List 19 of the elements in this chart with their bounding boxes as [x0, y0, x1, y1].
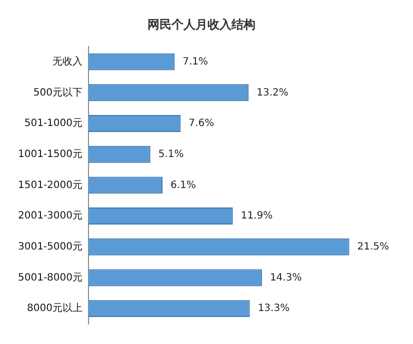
y-tick-label: 500元以下 — [33, 86, 83, 98]
data-label: 21.5% — [357, 241, 390, 252]
data-label: 13.2% — [256, 87, 288, 98]
y-tick-label: 1501-2000元 — [18, 180, 83, 191]
data-label: 7.1% — [182, 56, 208, 68]
data-label: 13.3% — [258, 303, 290, 314]
data-label: 14.3% — [270, 272, 302, 284]
data-label: 11.9% — [240, 210, 273, 222]
chart-title: 网民个人月收入结构 — [148, 17, 256, 32]
data-label: 7.6% — [188, 118, 214, 130]
y-tick-label: 501-1000元 — [24, 118, 83, 130]
y-tick-label: 5001-8000元 — [18, 272, 83, 284]
y-tick-label: 3001-5000元 — [18, 241, 83, 252]
data-label: 5.1% — [158, 148, 184, 160]
data-label: 6.1% — [170, 180, 196, 191]
y-tick-label: 2001-3000元 — [18, 210, 83, 222]
y-tick-label: 无收入 — [52, 55, 83, 68]
y-tick-label: 1001-1500元 — [18, 148, 83, 160]
y-tick-label: 8000元以上 — [27, 302, 83, 314]
